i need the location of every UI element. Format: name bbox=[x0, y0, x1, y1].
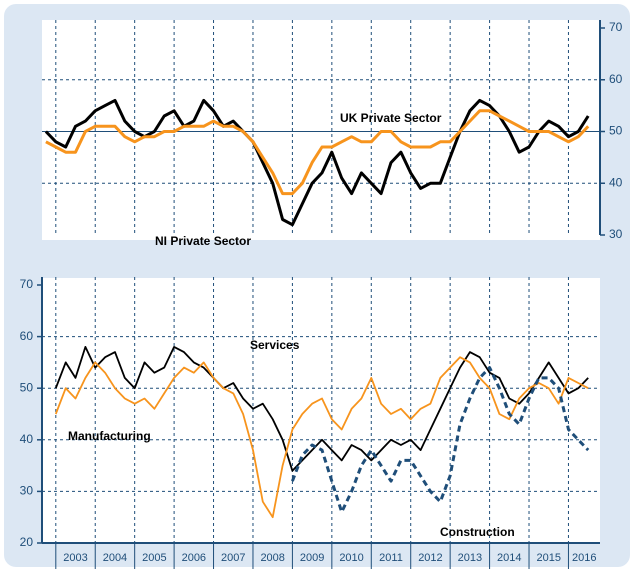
x-tick-label: 2014 bbox=[497, 552, 521, 564]
series-label: UK Private Sector bbox=[340, 111, 442, 125]
x-tick-label: 2008 bbox=[260, 552, 284, 564]
y-tick-label: 50 bbox=[609, 124, 623, 138]
y-tick-label: 40 bbox=[20, 432, 34, 446]
x-tick-label: 2012 bbox=[418, 552, 442, 564]
series-label: Services bbox=[250, 338, 300, 352]
y-tick-label: 30 bbox=[20, 484, 34, 498]
y-tick-label: 40 bbox=[609, 175, 623, 189]
x-tick-label: 2016 bbox=[572, 552, 596, 564]
series-label: Manufacturing bbox=[68, 429, 151, 443]
x-tick-label: 2011 bbox=[379, 552, 403, 564]
y-tick-label: 30 bbox=[609, 227, 623, 241]
y-tick-label: 70 bbox=[609, 20, 623, 34]
y-tick-label: 70 bbox=[20, 277, 34, 291]
bottom-plot-area bbox=[42, 278, 600, 543]
y-tick-label: 60 bbox=[609, 72, 623, 86]
x-tick-label: 2007 bbox=[221, 552, 245, 564]
x-tick-label: 2015 bbox=[536, 552, 560, 564]
x-tick-label: 2009 bbox=[300, 552, 324, 564]
x-tick-label: 2006 bbox=[182, 552, 206, 564]
x-tick-label: 2005 bbox=[142, 552, 166, 564]
series-line bbox=[54, 346, 589, 472]
y-tick-label: 60 bbox=[20, 329, 34, 343]
top-plot-area bbox=[42, 20, 600, 240]
x-tick-label: 2010 bbox=[339, 552, 363, 564]
series-label: Construction bbox=[440, 525, 515, 539]
y-tick-label: 20 bbox=[20, 535, 34, 549]
x-tick-label: 2003 bbox=[63, 552, 87, 564]
y-tick-label: 50 bbox=[20, 380, 34, 394]
series-line bbox=[54, 356, 589, 519]
series-label: NI Private Sector bbox=[155, 234, 251, 248]
series-line bbox=[45, 109, 590, 196]
x-tick-label: 2004 bbox=[103, 552, 127, 564]
x-tick-label: 2013 bbox=[458, 552, 482, 564]
